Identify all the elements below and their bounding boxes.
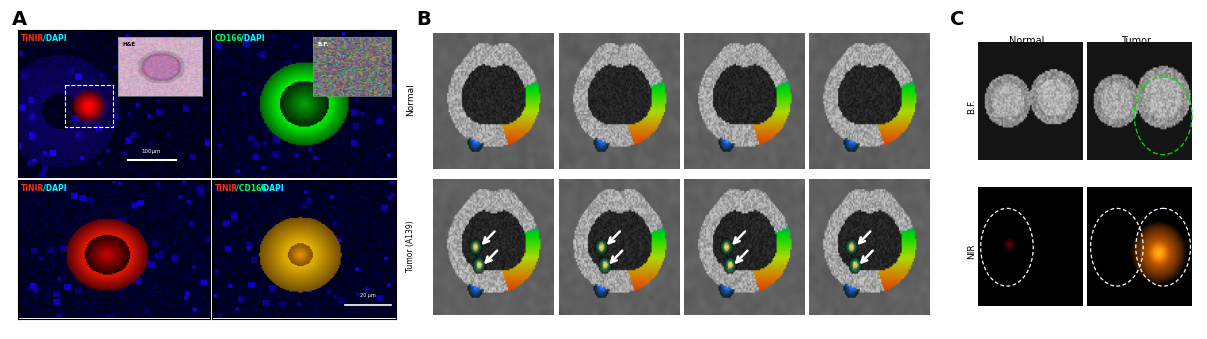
Text: Tumor (A139): Tumor (A139) — [406, 220, 415, 272]
Text: B: B — [416, 10, 431, 29]
Text: CD166: CD166 — [215, 34, 243, 43]
Bar — [65, 85, 113, 127]
Text: B.F.: B.F. — [317, 42, 328, 47]
Text: TiNIR: TiNIR — [21, 34, 43, 43]
Text: B.F.: B.F. — [967, 98, 975, 114]
Text: 100μm: 100μm — [141, 149, 162, 154]
Text: /DAPI: /DAPI — [43, 184, 66, 193]
Text: /CD166: /CD166 — [235, 184, 267, 193]
Text: H&E: H&E — [122, 42, 135, 47]
Text: /DAPI: /DAPI — [260, 184, 284, 193]
Text: Tumor: Tumor — [1121, 36, 1151, 46]
Text: TiNIR: TiNIR — [21, 184, 45, 193]
Text: C: C — [950, 10, 964, 29]
Text: 20 μm: 20 μm — [360, 293, 375, 298]
Text: Normal: Normal — [406, 84, 415, 116]
Text: NIR: NIR — [967, 244, 975, 259]
Text: Normal: Normal — [1009, 36, 1044, 46]
Text: TiNIR: TiNIR — [215, 184, 238, 193]
Text: A: A — [12, 10, 28, 29]
Text: /DAPI: /DAPI — [42, 34, 66, 43]
Text: /DAPI: /DAPI — [241, 34, 266, 43]
